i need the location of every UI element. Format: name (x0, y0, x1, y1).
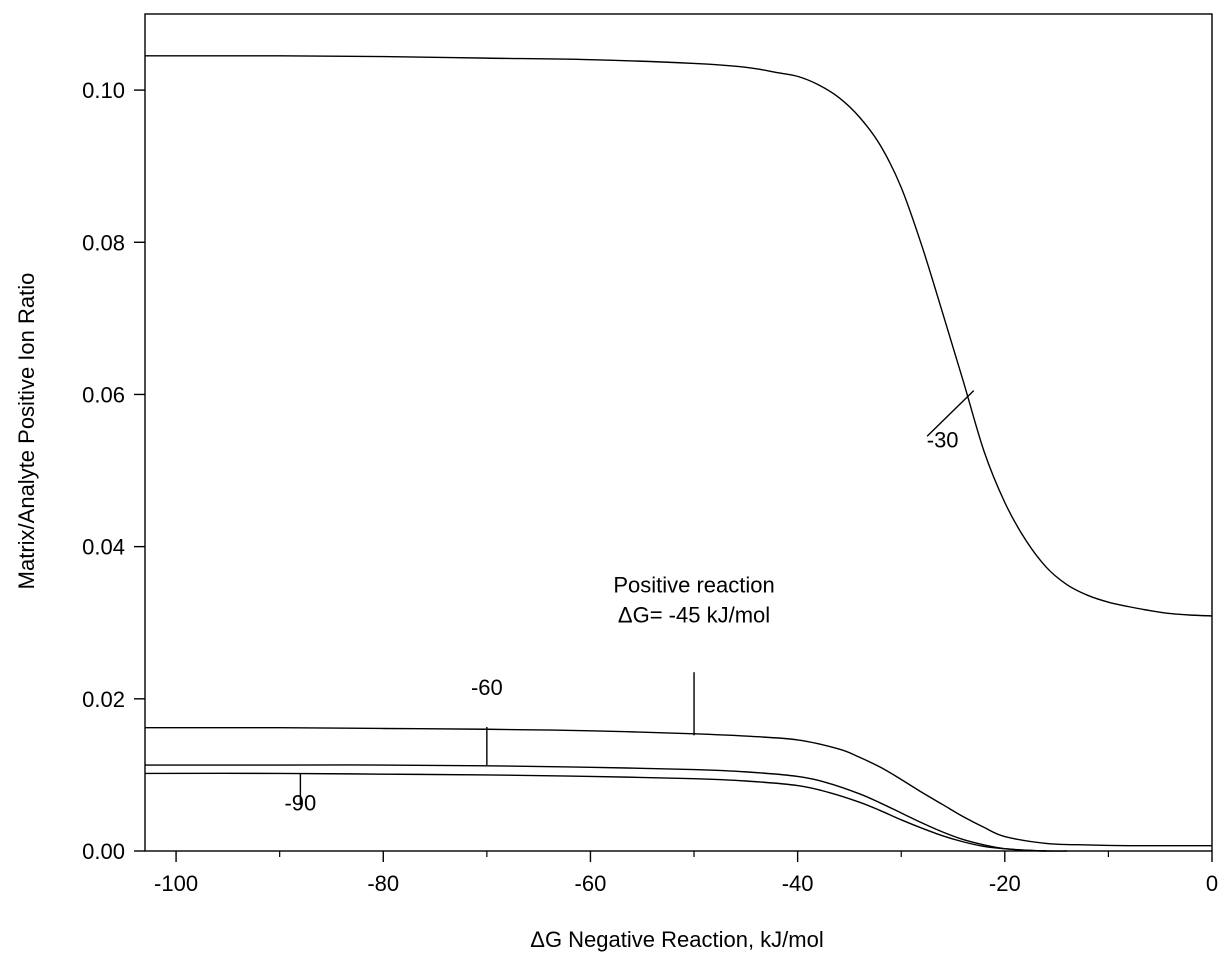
label-positive-reaction-text: ΔG= -45 kJ/mol (618, 602, 770, 627)
series-line-3 (145, 764, 1047, 852)
label-90: -90 (284, 773, 316, 816)
label-positive-reaction: Positive reaction ΔG= -45 kJ/mol (613, 572, 775, 736)
x-axis-label: ΔG Negative Reaction, kJ/mol (530, 927, 823, 952)
y-tick-label: 0.00 (82, 839, 125, 864)
y-tick-label: 0.06 (82, 382, 125, 407)
x-tick-label: -60 (575, 871, 607, 896)
y-tick-label: 0.04 (82, 535, 125, 560)
series-line-1 (144, 55, 1213, 617)
y-tick-label: 0.08 (82, 230, 125, 255)
x-tick-label: -80 (367, 871, 399, 896)
y-tick-label: 0.10 (82, 78, 125, 103)
x-tick-label: -20 (989, 871, 1021, 896)
y-axis-label: Matrix/Analyte Positive Ion Ratio (14, 273, 39, 590)
label-30: -30 (926, 390, 975, 453)
label-30-pointer (926, 390, 975, 437)
x-tick-label: 0 (1206, 871, 1218, 896)
x-tick-label: -100 (154, 871, 198, 896)
plot-frame (144, 13, 1213, 852)
y-tick-label: 0.02 (82, 687, 125, 712)
label-60-text: -60 (471, 675, 503, 700)
axes: -100 -80 -60 -40 -20 0 0.00 0.02 0.04 0.06 0.08 0.1… (82, 13, 1218, 896)
label-positive-reaction-text: Positive reaction (613, 572, 774, 597)
label-90-text: -90 (284, 791, 316, 816)
series-line-4 (144, 772, 1067, 852)
annotation-layer: -30 Positive reaction ΔG= -45 kJ/mol -60 -90 (284, 390, 975, 816)
series-line-2 (144, 726, 1212, 847)
x-tick-label: -40 (782, 871, 814, 896)
series-layer (144, 55, 1213, 852)
label-30-text: -30 (927, 428, 959, 453)
label-60: -60 (471, 675, 503, 766)
